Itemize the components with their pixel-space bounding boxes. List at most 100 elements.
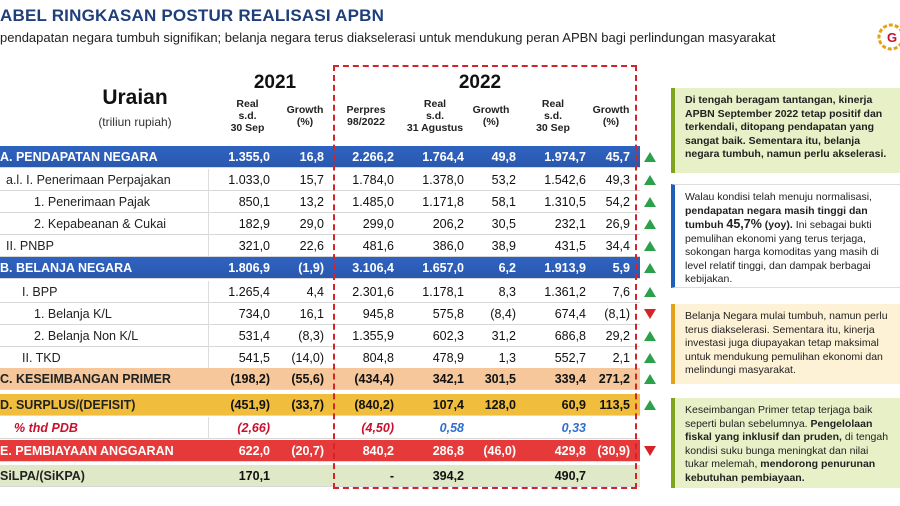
page-subtitle: pendapatan negara tumbuh signifikan; bel… bbox=[0, 30, 776, 45]
year-2022-heading: 2022 bbox=[458, 72, 502, 93]
table-cell: 4,4 bbox=[306, 285, 324, 299]
row-label: a.l. I. Penerimaan Perpajakan bbox=[6, 173, 171, 187]
table-cell: 16,1 bbox=[299, 307, 324, 321]
table-cell: 182,9 bbox=[238, 217, 270, 231]
row-label: I. BPP bbox=[22, 285, 58, 299]
table-cell: (8,3) bbox=[298, 329, 324, 343]
table-cell: 54,2 bbox=[605, 195, 630, 209]
table-row: A. PENDAPATAN NEGARA 1.355,0 16,8 2.266,2 1.… bbox=[0, 146, 640, 168]
table-cell: 301,5 bbox=[484, 372, 516, 386]
table-row: SiLPA/(SiKPA) 170,1 - 394,2 490,7 bbox=[0, 465, 640, 487]
table-cell: (20,7) bbox=[291, 444, 324, 458]
table-cell: 107,4 bbox=[432, 398, 464, 412]
table-row: a.l. I. Penerimaan Perpajakan 1.033,0 15,7… bbox=[0, 169, 640, 191]
column-header: Real s.d. 31 Agustus bbox=[406, 98, 464, 134]
table-cell: 552,7 bbox=[554, 351, 586, 365]
table-cell: 1.542,6 bbox=[544, 173, 586, 187]
note-pendapatan: Walau kondisi telah menuju normalisasi, … bbox=[671, 184, 900, 288]
table-cell: 1.485,0 bbox=[352, 195, 394, 209]
table-cell: 2.266,2 bbox=[352, 150, 394, 164]
note-keseimbangan: Keseimbangan Primer tetap terjaga baik s… bbox=[671, 398, 900, 488]
table-cell: (198,2) bbox=[230, 372, 270, 386]
table-cell: 945,8 bbox=[362, 307, 394, 321]
table-row: 1. Penerimaan Pajak 850,1 13,2 1.485,0 1.171… bbox=[0, 191, 640, 213]
row-label: SiLPA/(SiKPA) bbox=[0, 469, 85, 483]
table-row: II. PNBP 321,0 22,6 481,6 386,0 38,9 431,5 34,4 bbox=[0, 235, 640, 257]
uraian-heading: Uraian bbox=[102, 86, 168, 109]
table-cell: - bbox=[389, 469, 394, 483]
table-cell: 1.171,8 bbox=[422, 195, 464, 209]
table-cell: 622,0 bbox=[238, 444, 270, 458]
table-cell: 686,8 bbox=[554, 329, 586, 343]
table-cell: 2,1 bbox=[612, 351, 630, 365]
arrow-down-icon bbox=[644, 309, 656, 319]
row-label: A. PENDAPATAN NEGARA bbox=[0, 150, 158, 164]
table-cell: 8,3 bbox=[498, 285, 516, 299]
table-cell bbox=[270, 465, 324, 487]
table-cell: 170,1 bbox=[238, 469, 270, 483]
table-cell: 850,1 bbox=[238, 195, 270, 209]
row-label: C. KESEIMBANGAN PRIMER bbox=[0, 372, 171, 386]
table-cell: 342,1 bbox=[432, 372, 464, 386]
column-header: Growth (%) bbox=[592, 104, 630, 128]
note-belanja: Belanja Negara mulai tumbuh, namun perlu… bbox=[671, 304, 900, 384]
table-cell: (434,4) bbox=[354, 372, 394, 386]
table-cell: 1.806,9 bbox=[228, 261, 270, 275]
table-cell: 490,7 bbox=[554, 469, 586, 483]
table-cell: 299,0 bbox=[362, 217, 394, 231]
table-cell: 0,33 bbox=[561, 421, 586, 435]
uraian-unit: (triliun rupiah) bbox=[98, 115, 172, 129]
table-cell: 26,9 bbox=[605, 217, 630, 231]
table-cell: 1.033,0 bbox=[228, 173, 270, 187]
table-cell: 1.355,9 bbox=[352, 329, 394, 343]
table-cell: 804,8 bbox=[362, 351, 394, 365]
table-cell: 339,4 bbox=[554, 372, 586, 386]
table-cell: 206,2 bbox=[432, 217, 464, 231]
table-cell: 286,8 bbox=[432, 444, 464, 458]
table-row: II. TKD 541,5 (14,0) 804,8 478,9 1,3 552,7 2,1 bbox=[0, 347, 640, 369]
arrow-up-icon bbox=[644, 241, 656, 251]
note-kinerja: Di tengah beragam tantangan, kinerja APB… bbox=[671, 88, 900, 173]
table-cell: (2,66) bbox=[237, 421, 270, 435]
table-row: 2. Belanja Non K/L 531,4 (8,3) 1.355,9 602,3… bbox=[0, 325, 640, 347]
arrow-up-icon bbox=[644, 400, 656, 410]
table-cell: (30,9) bbox=[597, 444, 630, 458]
arrow-up-icon bbox=[644, 197, 656, 207]
column-header: Real s.d. 30 Sep bbox=[230, 98, 265, 134]
table-cell: 1.764,4 bbox=[422, 150, 464, 164]
arrow-up-icon bbox=[644, 331, 656, 341]
table-cell: (33,7) bbox=[291, 398, 324, 412]
table-row: 2. Kepabeanan & Cukai 182,9 29,0 299,0 206,2… bbox=[0, 213, 640, 235]
table-cell: 60,9 bbox=[561, 398, 586, 412]
table-cell: (840,2) bbox=[354, 398, 394, 412]
column-header: Perpres 98/2022 bbox=[346, 104, 386, 128]
table-cell: 22,6 bbox=[299, 239, 324, 253]
arrow-up-icon bbox=[644, 219, 656, 229]
table-cell: 1,3 bbox=[498, 351, 516, 365]
table-cell: 30,5 bbox=[491, 217, 516, 231]
row-label: % thd PDB bbox=[14, 421, 78, 435]
table-cell: 53,2 bbox=[491, 173, 516, 187]
column-header: Real s.d. 30 Sep bbox=[536, 98, 570, 134]
column-header: Growth (%) bbox=[286, 104, 324, 128]
table-cell: 31,2 bbox=[491, 329, 516, 343]
table-cell: (14,0) bbox=[291, 351, 324, 365]
table-cell: 3.106,4 bbox=[352, 261, 394, 275]
table-cell: 431,5 bbox=[554, 239, 586, 253]
table-row: C. KESEIMBANGAN PRIMER (198,2) (55,6) (434,… bbox=[0, 368, 640, 390]
table-cell: 1.913,9 bbox=[544, 261, 586, 275]
gear-emblem-icon: G bbox=[877, 23, 900, 51]
table-cell: 16,8 bbox=[299, 150, 324, 164]
logo-letter: G bbox=[887, 30, 897, 45]
table-cell: 481,6 bbox=[362, 239, 394, 253]
arrow-up-icon bbox=[644, 263, 656, 273]
table-cell: 7,6 bbox=[612, 285, 630, 299]
table-cell: 1.265,4 bbox=[228, 285, 270, 299]
row-label: II. PNBP bbox=[6, 239, 54, 253]
table-cell: 34,4 bbox=[605, 239, 630, 253]
table-cell: 29,0 bbox=[299, 217, 324, 231]
table-row: % thd PDB (2,66) (4,50) 0,58 0,33 bbox=[0, 417, 640, 439]
table-cell bbox=[586, 465, 630, 487]
table-cell: 232,1 bbox=[554, 217, 586, 231]
row-label: D. SURPLUS/(DEFISIT) bbox=[0, 398, 136, 412]
